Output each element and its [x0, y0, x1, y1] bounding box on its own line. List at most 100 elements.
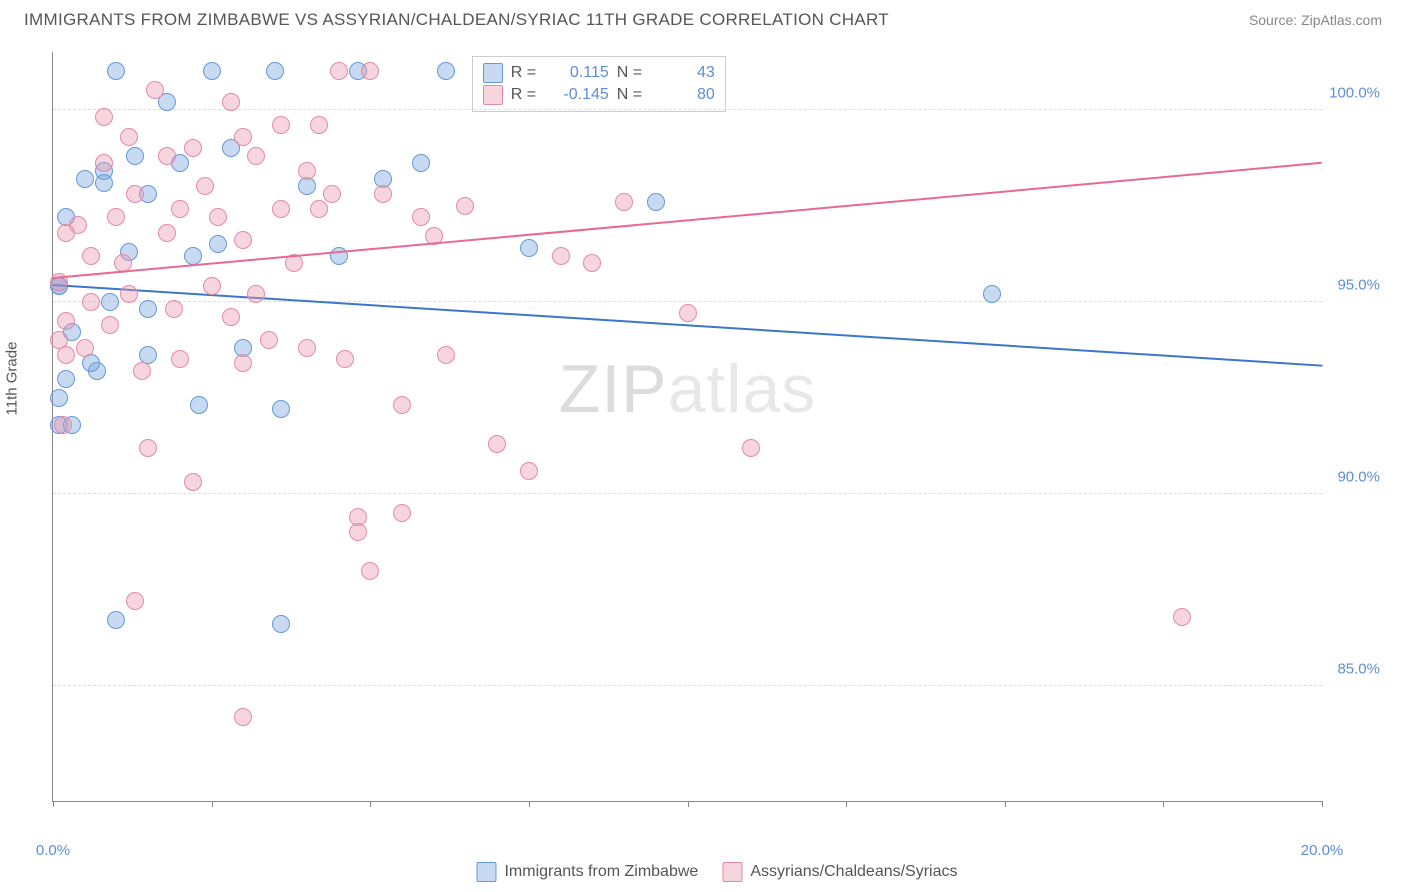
scatter-point: [412, 208, 430, 226]
scatter-point: [983, 285, 1001, 303]
scatter-point: [234, 128, 252, 146]
scatter-point: [95, 108, 113, 126]
x-tick-mark: [1163, 801, 1164, 807]
scatter-point: [54, 416, 72, 434]
scatter-point: [266, 62, 284, 80]
scatter-point: [323, 185, 341, 203]
scatter-point: [615, 193, 633, 211]
scatter-point: [310, 116, 328, 134]
x-tick-mark: [370, 801, 371, 807]
gridline: [53, 109, 1322, 110]
scatter-point: [50, 331, 68, 349]
chart-source: Source: ZipAtlas.com: [1249, 12, 1382, 28]
scatter-point: [234, 354, 252, 372]
x-tick-mark: [846, 801, 847, 807]
legend-R-label: R =: [511, 86, 541, 104]
legend-N-label: N =: [617, 86, 647, 104]
scatter-point: [171, 200, 189, 218]
plot-area: ZIPatlas R =0.115N =43R =-0.145N =80 85.…: [52, 52, 1322, 802]
x-tick-mark: [53, 801, 54, 807]
scatter-point: [209, 235, 227, 253]
x-tick-mark: [529, 801, 530, 807]
scatter-point: [222, 93, 240, 111]
legend-R-label: R =: [511, 64, 541, 82]
scatter-point: [374, 185, 392, 203]
scatter-point: [50, 389, 68, 407]
scatter-point: [126, 185, 144, 203]
legend-item: Immigrants from Zimbabwe: [476, 862, 698, 882]
gridline: [53, 301, 1322, 302]
legend-label: Assyrians/Chaldeans/Syriacs: [750, 863, 957, 881]
scatter-point: [272, 615, 290, 633]
scatter-point: [437, 346, 455, 364]
scatter-point: [133, 362, 151, 380]
watermark-left: ZIP: [559, 351, 668, 427]
scatter-point: [272, 400, 290, 418]
scatter-point: [196, 177, 214, 195]
scatter-point: [349, 523, 367, 541]
scatter-point: [76, 339, 94, 357]
scatter-point: [310, 200, 328, 218]
scatter-point: [57, 312, 75, 330]
scatter-point: [412, 154, 430, 172]
scatter-point: [57, 346, 75, 364]
x-tick-mark: [212, 801, 213, 807]
scatter-point: [203, 62, 221, 80]
scatter-point: [330, 62, 348, 80]
legend-swatch: [722, 862, 742, 882]
scatter-point: [247, 147, 265, 165]
scatter-point: [184, 139, 202, 157]
scatter-point: [742, 439, 760, 457]
scatter-point: [298, 162, 316, 180]
scatter-point: [298, 177, 316, 195]
scatter-point: [184, 473, 202, 491]
legend-swatch: [483, 85, 503, 105]
y-tick-label: 85.0%: [1337, 660, 1380, 677]
scatter-point: [393, 504, 411, 522]
scatter-point: [126, 147, 144, 165]
x-tick-mark: [1322, 801, 1323, 807]
legend-series: Immigrants from Zimbabwe Assyrians/Chalde…: [476, 862, 957, 882]
scatter-point: [120, 285, 138, 303]
scatter-point: [165, 300, 183, 318]
scatter-point: [361, 562, 379, 580]
scatter-point: [107, 208, 125, 226]
scatter-point: [330, 247, 348, 265]
scatter-point: [146, 81, 164, 99]
scatter-point: [101, 293, 119, 311]
legend-swatch: [483, 63, 503, 83]
y-tick-label: 90.0%: [1337, 468, 1380, 485]
legend-N-label: N =: [617, 64, 647, 82]
legend-N-value: 80: [655, 86, 715, 104]
scatter-point: [158, 224, 176, 242]
scatter-point: [69, 216, 87, 234]
legend-item: Assyrians/Chaldeans/Syriacs: [722, 862, 957, 882]
watermark-right: atlas: [668, 351, 817, 427]
scatter-point: [488, 435, 506, 453]
scatter-point: [82, 354, 100, 372]
scatter-point: [139, 439, 157, 457]
scatter-point: [260, 331, 278, 349]
x-tick-label: 20.0%: [1301, 842, 1344, 859]
chart-title: IMMIGRANTS FROM ZIMBABWE VS ASSYRIAN/CHA…: [24, 10, 889, 30]
scatter-point: [82, 293, 100, 311]
scatter-point: [234, 231, 252, 249]
x-tick-mark: [688, 801, 689, 807]
x-tick-label: 0.0%: [36, 842, 70, 859]
scatter-point: [190, 396, 208, 414]
legend-R-value: -0.145: [549, 86, 609, 104]
scatter-point: [336, 350, 354, 368]
scatter-point: [552, 247, 570, 265]
scatter-point: [1173, 608, 1191, 626]
y-tick-label: 95.0%: [1337, 276, 1380, 293]
scatter-point: [139, 300, 157, 318]
gridline: [53, 685, 1322, 686]
scatter-point: [95, 174, 113, 192]
scatter-point: [126, 592, 144, 610]
legend-stat-row: R =0.115N =43: [483, 63, 715, 83]
scatter-point: [361, 62, 379, 80]
scatter-point: [203, 277, 221, 295]
scatter-point: [247, 285, 265, 303]
chart-container: 11th Grade ZIPatlas R =0.115N =43R =-0.1…: [52, 52, 1382, 842]
gridline: [53, 493, 1322, 494]
